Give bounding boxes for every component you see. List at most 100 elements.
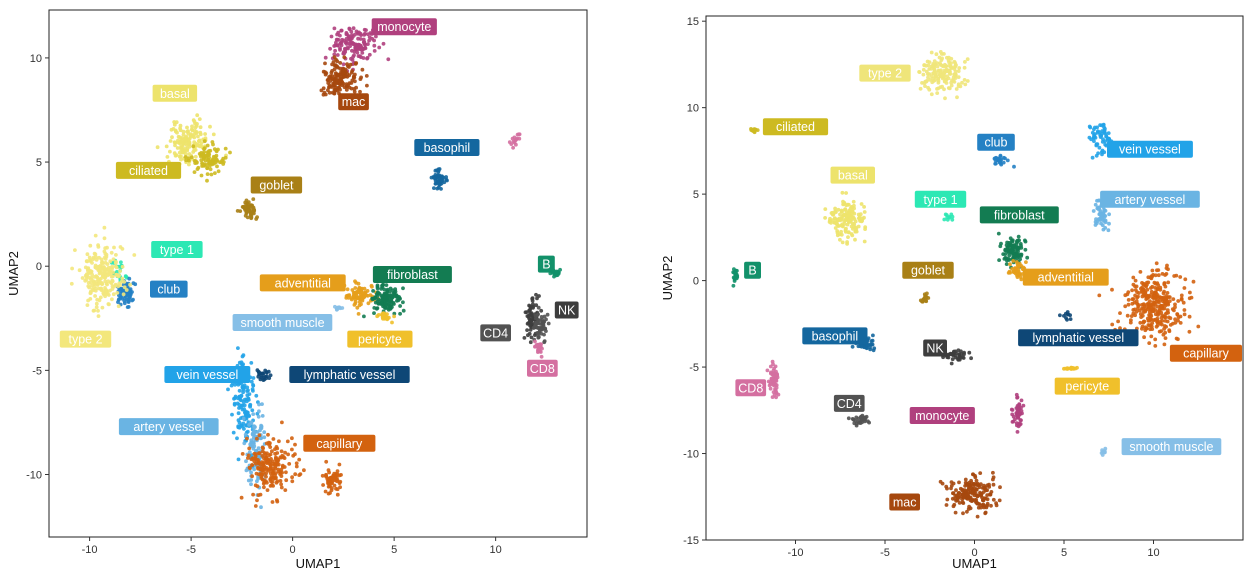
left-label-box [414, 139, 480, 156]
right-point [1156, 268, 1161, 272]
right-point [953, 355, 958, 360]
left-point [347, 65, 351, 69]
right-point [1150, 306, 1154, 311]
left-point [438, 176, 442, 181]
left-label-monocyte: monocyte [371, 18, 437, 36]
left-point [181, 129, 186, 134]
right-point [964, 482, 969, 487]
right-label-box [762, 118, 829, 136]
left-point [88, 291, 93, 296]
left-label-smooth-muscle: smooth muscle [232, 314, 333, 331]
right-point [1176, 315, 1181, 320]
left-point [262, 485, 266, 490]
left-point [113, 264, 118, 269]
left-point [372, 311, 376, 315]
left-point [249, 470, 254, 475]
left-point [238, 397, 243, 402]
right-point [940, 84, 944, 89]
left-point [171, 126, 176, 131]
right-point [1160, 272, 1165, 276]
right-point [1019, 264, 1024, 268]
left-point [174, 153, 179, 158]
right-point [1010, 238, 1015, 243]
right-point [1176, 299, 1181, 303]
left-point [376, 313, 381, 317]
left-point [106, 302, 111, 306]
right-point [862, 205, 866, 209]
left-point [121, 292, 126, 297]
right-point [1019, 398, 1024, 403]
right-y-tick-label: -15 [683, 535, 699, 547]
left-point [293, 472, 298, 477]
right-point [1131, 297, 1136, 301]
left-point [333, 48, 337, 53]
right-point [1021, 403, 1026, 408]
left-point [244, 211, 249, 216]
left-point [344, 88, 349, 92]
left-point [372, 49, 377, 53]
right-point [1176, 318, 1180, 323]
left-label-vein-vessel: vein vessel [164, 366, 251, 383]
right-label-text: CD8 [738, 381, 763, 395]
right-point [949, 483, 954, 488]
right-point [988, 492, 993, 497]
left-point [132, 253, 137, 257]
left-y-tick-label: 0 [36, 261, 42, 273]
left-point [359, 47, 364, 52]
right-point [871, 333, 875, 338]
right-point [935, 87, 939, 91]
left-point [329, 476, 333, 480]
right-label-smooth-muscle: smooth muscle [1121, 438, 1222, 456]
right-point [1159, 316, 1164, 320]
right-point [952, 502, 957, 507]
left-point [249, 379, 254, 384]
left-label-basal: basal [152, 84, 198, 102]
right-point [859, 202, 864, 206]
right-point [945, 55, 949, 60]
left-point [168, 149, 172, 154]
right-point [945, 68, 950, 73]
right-point [944, 64, 949, 68]
left-point [362, 314, 366, 319]
left-point [100, 273, 105, 278]
left-point [327, 90, 332, 95]
left-cluster-capillary-small [320, 459, 343, 497]
right-y-tick-label: 10 [687, 103, 699, 115]
right-label-box [1121, 438, 1222, 456]
right-point [953, 69, 958, 74]
right-point [856, 344, 861, 349]
left-point [534, 292, 538, 297]
left-point [535, 325, 540, 330]
left-point [192, 170, 197, 175]
left-point [436, 168, 441, 173]
right-point [1150, 327, 1155, 331]
left-point [280, 420, 284, 425]
left-point [359, 302, 363, 307]
right-point [917, 70, 921, 74]
left-point [111, 292, 116, 297]
left-point [321, 483, 325, 487]
left-point [170, 135, 174, 140]
left-point [444, 177, 449, 182]
left-label-box [537, 255, 555, 273]
left-point [205, 178, 209, 183]
left-label-fibroblast: fibroblast [372, 266, 452, 283]
left-label-box [152, 84, 198, 102]
left-point [535, 296, 539, 301]
left-label-text: adventitial [275, 276, 331, 290]
right-point [1015, 404, 1020, 408]
right-point [1118, 326, 1122, 331]
left-point [370, 284, 374, 289]
right-point [962, 352, 966, 357]
left-point [365, 55, 370, 60]
left-point [98, 295, 103, 300]
right-point [1100, 448, 1104, 452]
right-point [768, 382, 773, 386]
right-point [831, 212, 836, 217]
right-point [1103, 139, 1107, 144]
left-point [106, 279, 111, 284]
right-label-type-2: type 2 [859, 64, 911, 82]
right-point [844, 191, 848, 195]
right-label-text: monocyte [915, 409, 969, 423]
right-point [1158, 321, 1163, 326]
